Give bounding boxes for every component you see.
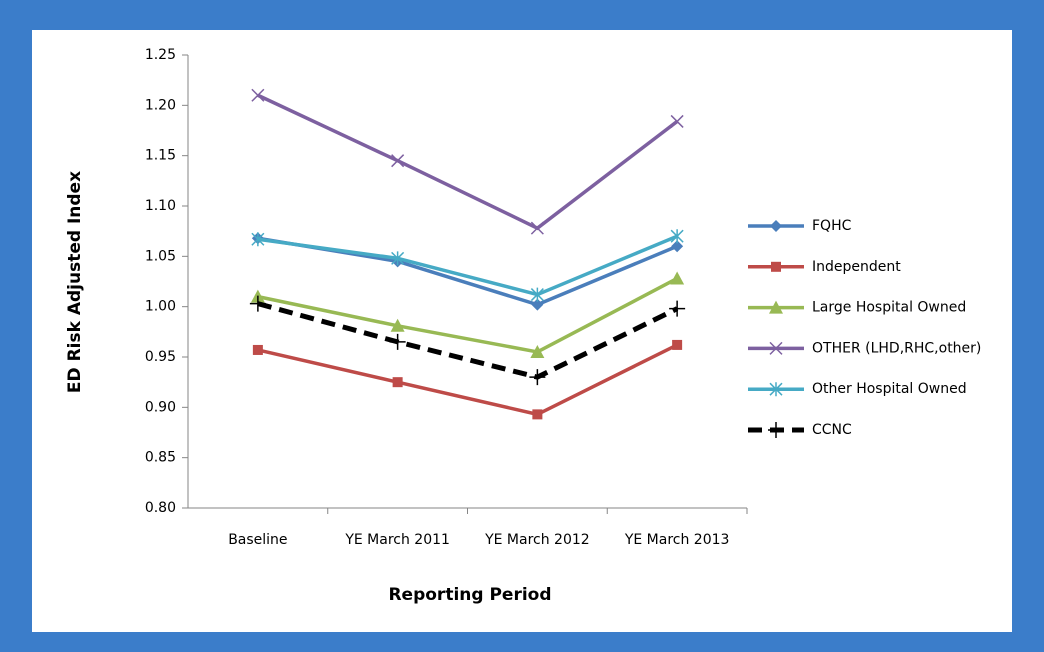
marker-shape [671, 240, 684, 253]
marker [670, 229, 684, 244]
x-tick-label: Baseline [228, 532, 287, 548]
series-line [257, 301, 679, 380]
marker [530, 344, 545, 358]
marker-shape [672, 339, 683, 350]
y-tick-label: 1.20 [145, 97, 176, 113]
marker [672, 339, 683, 350]
marker-shape [530, 221, 544, 235]
marker [670, 114, 684, 128]
marker-shape [771, 261, 781, 272]
marker-shape [769, 341, 783, 355]
y-tick-label: 1.15 [145, 148, 176, 164]
marker [770, 220, 782, 232]
x-tick-label: YE March 2011 [344, 532, 450, 548]
legend-label: Large Hospital Owned [812, 300, 966, 316]
y-tick-label: 1.10 [145, 198, 176, 214]
series-line [257, 93, 679, 231]
marker-shape [669, 300, 686, 317]
marker [670, 271, 685, 285]
marker-shape [249, 295, 266, 312]
marker-shape [670, 229, 684, 244]
series-line [257, 276, 678, 354]
marker [389, 333, 406, 350]
marker [529, 369, 546, 386]
marker [669, 300, 686, 317]
marker-shape [670, 271, 685, 285]
marker [251, 232, 265, 247]
marker-shape [252, 344, 263, 355]
y-tick-label: 1.05 [145, 248, 176, 264]
series-line [257, 234, 678, 297]
legend-label: Other Hospital Owned [812, 381, 967, 397]
marker [530, 287, 544, 302]
y-tick-label: 0.80 [145, 500, 176, 516]
marker [391, 251, 405, 266]
marker-shape [768, 422, 784, 438]
marker-shape [532, 409, 543, 420]
x-tick-label: YE March 2013 [624, 532, 730, 548]
marker [251, 88, 265, 102]
marker-shape [529, 369, 546, 386]
y-tick-label: 0.95 [145, 349, 176, 365]
y-tick-label: 0.85 [145, 450, 176, 466]
marker [769, 300, 783, 314]
legend-label: FQHC [812, 218, 852, 234]
legend-label: CCNC [812, 422, 852, 438]
marker [392, 377, 403, 388]
y-tick-label: 1.00 [145, 299, 176, 315]
marker-shape [251, 232, 265, 247]
marker-shape [251, 88, 265, 102]
marker-shape [670, 114, 684, 128]
marker [769, 382, 783, 397]
legend-label: OTHER (LHD,RHC,other) [812, 340, 981, 356]
marker [531, 298, 544, 311]
marker-shape [769, 300, 783, 314]
marker-shape [769, 382, 783, 397]
marker [252, 344, 263, 355]
series-line [257, 343, 678, 417]
marker-shape [390, 318, 405, 332]
marker [768, 422, 784, 438]
marker [249, 295, 266, 312]
y-tick-label: 0.90 [145, 399, 176, 415]
marker-shape [392, 377, 403, 388]
marker [769, 341, 783, 355]
marker [532, 409, 543, 420]
marker-shape [531, 298, 544, 311]
chart-area [32, 30, 1012, 632]
marker-shape [770, 220, 782, 232]
x-tick-label: YE March 2012 [484, 532, 590, 548]
legend-label: Independent [812, 259, 901, 275]
marker [530, 221, 544, 235]
marker-shape [391, 251, 405, 266]
marker-shape [530, 287, 544, 302]
marker-shape [389, 333, 406, 350]
marker-shape [530, 344, 545, 358]
marker-shape [391, 154, 405, 168]
marker [390, 318, 405, 332]
y-tick-label: 1.25 [145, 47, 176, 63]
marker [771, 261, 781, 272]
y-axis-title: ED Risk Adjusted Index [65, 171, 85, 393]
marker [391, 154, 405, 168]
marker [671, 240, 684, 253]
x-axis-title: Reporting Period [388, 585, 551, 605]
